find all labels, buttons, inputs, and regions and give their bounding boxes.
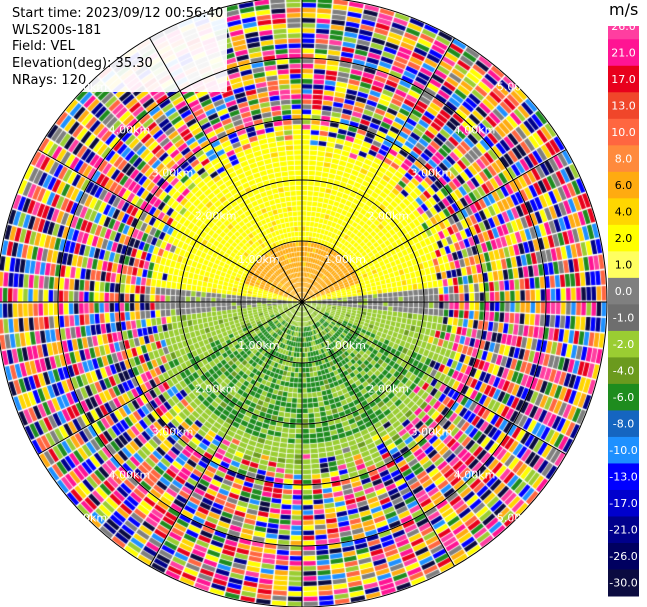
range-ring-label: 3.00km [411, 167, 453, 180]
colorbar-tick-label: 8.0 [615, 153, 633, 166]
range-ring-label: 2.00km [195, 382, 237, 395]
colorbar-swatch [608, 383, 639, 411]
colorbar-swatch [608, 65, 639, 93]
colorbar-swatch [608, 39, 639, 67]
range-ring-label: 1.00km [238, 253, 280, 266]
azimuth-spoke [149, 37, 303, 303]
azimuth-spoke [37, 149, 303, 303]
colorbar-swatch [608, 251, 639, 279]
colorbar-swatch [608, 516, 639, 544]
colorbar-tick-label: -1.0 [613, 312, 634, 325]
colorbar-swatch [608, 304, 639, 332]
colorbar-swatch [608, 330, 639, 358]
colorbar-swatch [608, 542, 639, 570]
colorbar-tick-label: -10.0 [609, 444, 637, 457]
azimuth-spoke [37, 301, 303, 455]
azimuth-spoke [301, 37, 455, 303]
colorbar-tick-label: -6.0 [613, 391, 634, 404]
nrays-label: NRays: 120 [12, 73, 87, 88]
azimuth-spoke [301, 301, 567, 455]
colorbar-tick-label: 17.0 [611, 73, 636, 86]
range-ring-label: 4.00km [454, 123, 496, 136]
range-ring-label: 1.00km [238, 339, 280, 352]
colorbar-unit-label: m/s [609, 0, 639, 19]
range-ring-label: 2.00km [195, 210, 237, 223]
range-ring-label: 3.00km [152, 425, 194, 438]
colorbar-tick-label: -17.0 [609, 497, 637, 510]
range-ring-label: 1.00km [324, 253, 366, 266]
colorbar-tick-label: -30.0 [609, 577, 637, 590]
colorbar-tick-label: 4.0 [615, 206, 633, 219]
scan-info-panel: Start time: 2023/09/12 00:56:40 WLS200s-… [12, 6, 228, 92]
colorbar-swatch [608, 277, 639, 305]
azimuth-spoke [301, 301, 455, 567]
range-ring-label: 2.00km [367, 382, 409, 395]
colorbar-swatch [608, 489, 639, 517]
colorbar-tick-label: 2.0 [615, 232, 633, 245]
range-ring-label: 4.00km [109, 123, 151, 136]
colorbar-tick-label: -21.0 [609, 524, 637, 537]
colorbar-tick-label: 1.0 [615, 259, 633, 272]
range-ring-label: 5.00km [497, 512, 539, 525]
range-ring-label: 3.00km [152, 167, 194, 180]
colorbar-swatch [608, 224, 639, 252]
colorbar-tick-label: 21.0 [611, 47, 636, 60]
colorbar-tick-label: 0.0 [615, 285, 633, 298]
azimuth-spoke [301, 149, 567, 303]
colorbar-tick-label: 10.0 [611, 126, 636, 139]
colorbar-swatch [608, 436, 639, 464]
range-ring-label: 5.00km [66, 80, 108, 93]
azimuth-spoke [149, 301, 303, 567]
range-ring-label: 5.00km [66, 512, 108, 525]
colorbar-tick-label: 13.0 [611, 100, 636, 113]
colorbar-swatch [608, 569, 639, 597]
range-ring-label: 2.00km [367, 210, 409, 223]
range-ring-label: 4.00km [454, 469, 496, 482]
colorbar-swatch [608, 463, 639, 491]
colorbar-swatch [608, 171, 639, 199]
colorbar-swatch [608, 118, 639, 146]
colorbar-tick-label: -8.0 [613, 418, 634, 431]
colorbar-tick-label: 6.0 [615, 179, 633, 192]
colorbar-swatch [608, 198, 639, 226]
range-ring-label: 4.00km [109, 469, 151, 482]
colorbar-tick-label: -13.0 [609, 471, 637, 484]
range-ring-label: 3.00km [411, 425, 453, 438]
colorbar-tick-label: -4.0 [613, 365, 634, 378]
colorbar-swatch [608, 92, 639, 120]
colorbar-swatch [608, 410, 639, 438]
start-time-label: Start time: 2023/09/12 00:56:40 [12, 6, 224, 21]
site-label: WLS200s-181 [12, 22, 102, 38]
range-ring-label: 1.00km [324, 339, 366, 352]
colorbar-swatch [608, 145, 639, 173]
colorbar-tick-label: 26.0 [611, 20, 636, 33]
colorbar-tick-label: -2.0 [613, 338, 634, 351]
colorbar-tick-label: -26.0 [609, 550, 637, 563]
field-label: Field: VEL [12, 39, 75, 54]
colorbar-swatch [608, 357, 639, 385]
range-ring-label: 5.00km [497, 80, 539, 93]
